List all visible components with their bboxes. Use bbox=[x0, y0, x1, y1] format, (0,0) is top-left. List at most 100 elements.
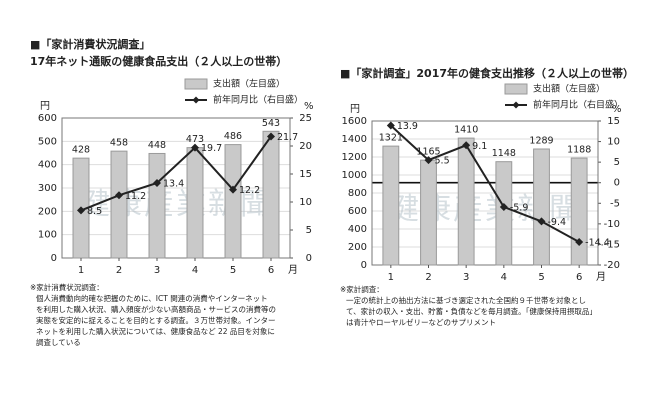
line-value-label: 21.7 bbox=[277, 132, 298, 143]
x-tick-label: 3 bbox=[154, 265, 160, 276]
legend-swatch bbox=[504, 83, 528, 95]
y2-tick-label: 15 bbox=[607, 116, 620, 127]
y-tick-label: 600 bbox=[348, 206, 367, 217]
note-line: ※家計調査： bbox=[340, 284, 384, 294]
legend-label: 前年同月比（右目盛） bbox=[533, 99, 623, 111]
y-tick-label: 0 bbox=[361, 260, 367, 271]
y2-tick-label: -20 bbox=[604, 260, 620, 271]
y-tick-label: 500 bbox=[38, 136, 57, 147]
bar bbox=[457, 137, 475, 266]
y2-tick-label: 20 bbox=[299, 141, 312, 152]
y-tick-label: 100 bbox=[38, 230, 57, 241]
line-marker bbox=[153, 178, 161, 187]
y2-tick-label: 15 bbox=[299, 169, 312, 180]
line-value-label: 19.7 bbox=[201, 143, 222, 154]
bar bbox=[420, 159, 437, 266]
y2-axis-unit: % bbox=[304, 101, 314, 112]
bar-value-label: 486 bbox=[224, 131, 242, 142]
line-marker bbox=[229, 185, 237, 194]
bar-value-label: 448 bbox=[148, 140, 166, 151]
x-tick-label: 2 bbox=[425, 272, 431, 283]
y2-axis-unit: % bbox=[612, 104, 622, 115]
note-line: を利用した購入状況、購入頻度が少ない高額商品・サービスの消費等の bbox=[36, 304, 276, 314]
bar-value-label: 458 bbox=[110, 138, 128, 149]
line-marker bbox=[537, 217, 546, 226]
line-value-label: 5.5 bbox=[435, 156, 450, 167]
line-marker bbox=[462, 141, 471, 150]
legend-swatch bbox=[192, 96, 200, 104]
line-value-label: 11.2 bbox=[125, 191, 146, 202]
line-marker bbox=[115, 191, 123, 200]
y-axis-unit: 円 bbox=[350, 104, 360, 115]
note-line: は青汁やローヤルゼリーなどのサプリメント bbox=[346, 317, 496, 327]
x-axis-unit: 月 bbox=[596, 271, 606, 283]
bar-value-label: 1165 bbox=[416, 147, 440, 158]
plot-frame bbox=[371, 120, 599, 266]
note-line: ※家計消費状況調査： bbox=[30, 282, 104, 292]
plot-frame bbox=[61, 117, 291, 259]
y2-tick-label: -10 bbox=[604, 219, 620, 230]
line-marker bbox=[267, 132, 275, 141]
y-axis-unit: 円 bbox=[40, 101, 50, 112]
bar bbox=[110, 150, 128, 259]
x-tick-label: 6 bbox=[268, 265, 274, 276]
y-tick-label: 0 bbox=[51, 253, 57, 264]
bar-value-label: 1188 bbox=[567, 145, 591, 156]
line-value-label: -9.4 bbox=[548, 217, 567, 228]
legend-label: 支出額（左目盛） bbox=[533, 83, 605, 95]
y-tick-label: 400 bbox=[38, 160, 57, 171]
line bbox=[390, 124, 580, 243]
line-marker bbox=[77, 206, 85, 215]
bar-value-label: 428 bbox=[72, 145, 90, 156]
x-axis-unit: 月 bbox=[288, 264, 298, 276]
y2-tick-label: 5 bbox=[614, 157, 620, 168]
line-value-label: 8.5 bbox=[87, 206, 102, 217]
legend-swatch bbox=[184, 78, 208, 90]
note-line: 調査している bbox=[36, 337, 81, 347]
bar bbox=[533, 148, 550, 266]
chart-title: ■「家計調査」2017年の健食支出推移（２人以上の世帯） bbox=[340, 66, 634, 80]
line-marker bbox=[499, 202, 508, 211]
y2-tick-label: -5 bbox=[610, 198, 620, 209]
y2-tick-label: -15 bbox=[604, 239, 620, 250]
y-tick-label: 1000 bbox=[342, 170, 367, 181]
y-tick-label: 400 bbox=[348, 224, 367, 235]
x-tick-label: 5 bbox=[230, 265, 236, 276]
bar-value-label: 1148 bbox=[492, 148, 516, 159]
x-tick-label: 1 bbox=[78, 265, 84, 276]
x-tick-label: 1 bbox=[388, 272, 394, 283]
y2-tick-label: 0 bbox=[306, 253, 312, 264]
x-tick-label: 5 bbox=[538, 272, 544, 283]
bar bbox=[570, 157, 588, 266]
bar-value-label: 1410 bbox=[454, 125, 478, 136]
line-marker bbox=[386, 121, 395, 130]
line-value-label: -14.4 bbox=[585, 237, 610, 248]
y2-tick-label: 5 bbox=[306, 225, 312, 236]
bar bbox=[148, 152, 166, 259]
note-line: て、家計の収入・支出、貯蓄・負債などを毎月調査。「健康保持用摂取品」 bbox=[346, 306, 597, 316]
y-tick-label: 200 bbox=[38, 206, 57, 217]
y2-tick-label: 0 bbox=[614, 178, 620, 189]
line-value-label: 13.9 bbox=[397, 121, 418, 132]
chart-title: ■「家計消費状況調査」 bbox=[30, 37, 150, 51]
line-value-label: 12.2 bbox=[239, 185, 260, 196]
bar-value-label: 1289 bbox=[529, 135, 553, 146]
note-line: 実態を安定的に捉えることを目的とする調査。３万世帯対象。インター bbox=[36, 315, 276, 325]
bar bbox=[186, 147, 204, 259]
line-value-label: 13.4 bbox=[163, 178, 184, 189]
bar-value-label: 543 bbox=[262, 118, 280, 129]
note-line: 個人消費動向的確な把握のために、ICT 関連の消費やインターネット bbox=[36, 293, 268, 303]
line-marker bbox=[191, 143, 199, 152]
line-value-label: 9.1 bbox=[472, 141, 487, 152]
legend-label: 支出額（左目盛） bbox=[213, 78, 285, 90]
bar-value-label: 1321 bbox=[379, 133, 403, 144]
line bbox=[80, 135, 272, 212]
note-line: 一定の統計上の抽出方法に基づき選定された全国約９千世帯を対象とし bbox=[346, 295, 586, 305]
y-tick-label: 1600 bbox=[342, 116, 367, 127]
x-tick-label: 3 bbox=[463, 272, 469, 283]
y2-tick-label: 25 bbox=[299, 113, 312, 124]
line-marker bbox=[575, 237, 584, 246]
bar bbox=[262, 130, 280, 259]
line-value-label: -5.9 bbox=[510, 202, 529, 213]
